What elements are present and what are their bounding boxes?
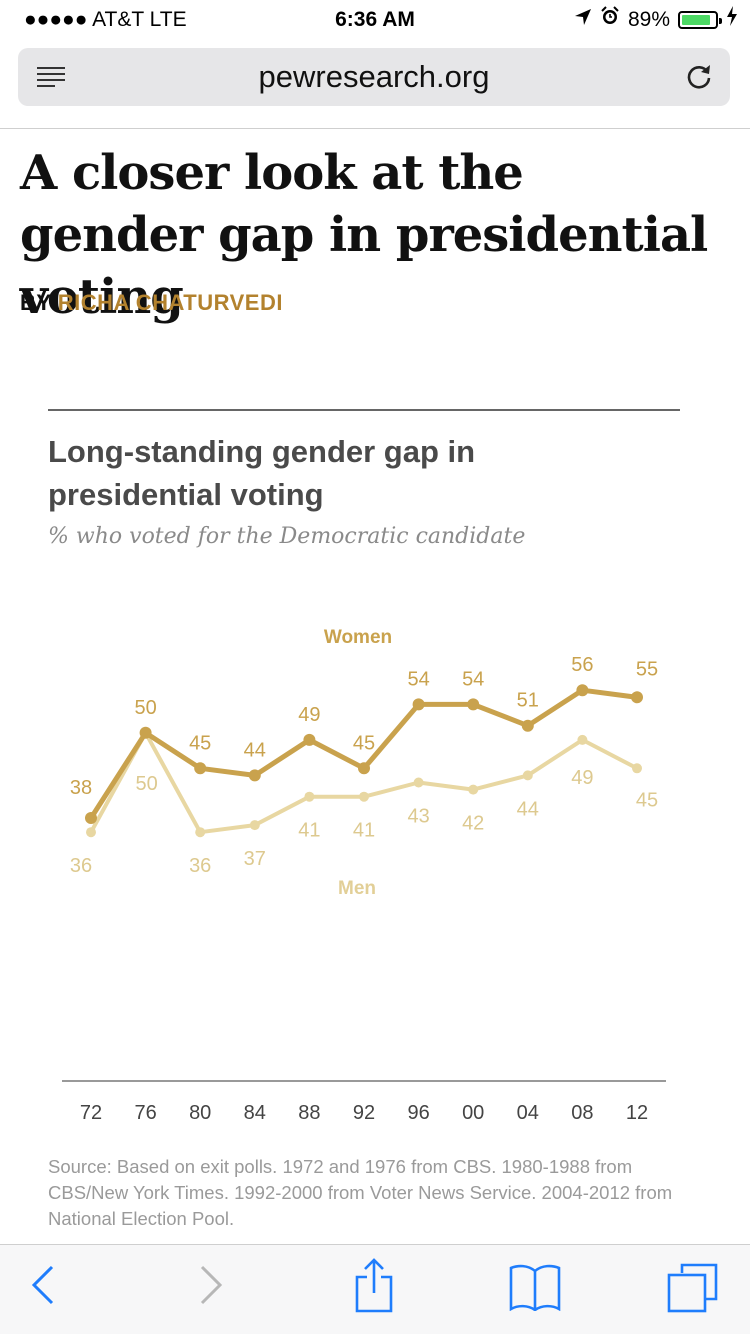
data-label-women: 55 bbox=[636, 658, 658, 680]
x-tick-label: 12 bbox=[626, 1102, 648, 1124]
location-arrow-icon bbox=[574, 6, 592, 34]
reader-view-icon[interactable] bbox=[36, 66, 66, 93]
series-label-women: Women bbox=[324, 627, 392, 648]
data-label-men: 44 bbox=[517, 798, 539, 820]
chart-title: Long-standing gender gap in presidential… bbox=[48, 434, 476, 512]
author-link[interactable]: RICHA CHATURVEDI bbox=[57, 290, 283, 315]
data-label-men: 42 bbox=[462, 813, 484, 835]
share-icon[interactable] bbox=[354, 1257, 394, 1318]
battery-level bbox=[682, 15, 710, 25]
data-label-women: 45 bbox=[189, 732, 211, 754]
carrier-signal: ●●●●● AT&T LTE bbox=[24, 8, 187, 31]
x-tick-label: 08 bbox=[571, 1102, 593, 1124]
x-tick-label: 04 bbox=[517, 1102, 539, 1124]
status-bar: ●●●●● AT&T LTE 6:36 AM 89% bbox=[0, 0, 750, 40]
data-label-women: 54 bbox=[407, 668, 429, 690]
x-tick-label: 84 bbox=[244, 1102, 266, 1124]
data-label-men: 37 bbox=[244, 848, 266, 870]
data-point-women bbox=[631, 691, 643, 704]
data-label-women: 44 bbox=[244, 739, 266, 761]
data-label-men: 36 bbox=[70, 855, 92, 877]
data-label-men: 49 bbox=[571, 767, 593, 789]
chart-top-rule bbox=[48, 409, 680, 411]
data-label-men: 41 bbox=[353, 820, 375, 842]
data-label-women: 45 bbox=[353, 732, 375, 754]
status-right: 89% bbox=[574, 6, 738, 34]
charging-bolt-icon bbox=[726, 6, 738, 34]
data-point-women bbox=[358, 762, 370, 775]
x-tick-label: 92 bbox=[353, 1102, 375, 1124]
data-label-women: 49 bbox=[298, 704, 320, 726]
x-tick-label: 76 bbox=[134, 1102, 156, 1124]
battery-percent: 89% bbox=[627, 8, 670, 31]
data-label-men: 36 bbox=[189, 855, 211, 877]
data-point-men bbox=[577, 734, 588, 745]
data-point-women bbox=[467, 698, 480, 711]
x-tick-label: 88 bbox=[298, 1102, 320, 1124]
battery-icon bbox=[678, 11, 722, 29]
data-point-men bbox=[195, 827, 206, 838]
data-point-women bbox=[139, 726, 152, 739]
data-label-women: 54 bbox=[462, 668, 484, 690]
x-tick-label: 72 bbox=[80, 1102, 102, 1124]
chart-source-note: Source: Based on exit polls. 1972 and 19… bbox=[48, 1156, 673, 1229]
data-label-women: 50 bbox=[134, 697, 156, 719]
data-point-women bbox=[521, 719, 534, 732]
bottom-toolbar bbox=[0, 1244, 750, 1334]
data-point-men bbox=[632, 763, 642, 774]
article-headline: A closer look at the gender gap in presi… bbox=[20, 145, 708, 325]
data-label-women: 56 bbox=[571, 654, 593, 676]
data-point-men bbox=[86, 827, 96, 838]
data-label-men: 50 bbox=[135, 773, 157, 795]
series-label-men: Men bbox=[338, 878, 376, 899]
data-point-men bbox=[468, 784, 479, 795]
back-icon[interactable] bbox=[30, 1263, 56, 1312]
data-point-men bbox=[304, 791, 315, 802]
data-point-women bbox=[412, 698, 425, 711]
byline-prefix: BY bbox=[20, 290, 52, 315]
data-point-men bbox=[359, 791, 369, 802]
chart-plot: 72 76 80 84 88 92 96 00 04 08 12 38 50 45 44 49 45 54 54 51… bbox=[62, 627, 666, 1124]
x-tick-label: 00 bbox=[462, 1102, 484, 1124]
reload-icon[interactable] bbox=[684, 62, 714, 97]
data-label-men: 41 bbox=[298, 820, 320, 842]
data-label-men: 43 bbox=[407, 806, 429, 828]
status-time: 6:36 AM bbox=[335, 8, 415, 31]
data-point-men bbox=[249, 820, 260, 831]
data-point-women bbox=[576, 684, 589, 697]
x-tick-label: 96 bbox=[407, 1102, 429, 1124]
data-point-men bbox=[413, 777, 424, 788]
address-bar[interactable]: pewresearch.org bbox=[18, 48, 730, 106]
data-point-women bbox=[248, 769, 261, 782]
data-point-women bbox=[303, 733, 316, 746]
data-point-women bbox=[194, 762, 207, 775]
forward-icon[interactable] bbox=[198, 1263, 224, 1312]
data-label-women: 51 bbox=[517, 690, 539, 712]
bookmarks-icon[interactable] bbox=[508, 1263, 562, 1316]
alarm-clock-icon bbox=[600, 6, 620, 34]
tabs-icon[interactable] bbox=[666, 1261, 720, 1320]
data-label-men: 45 bbox=[636, 789, 658, 811]
toolbar-divider bbox=[0, 128, 750, 129]
data-point-women bbox=[85, 812, 97, 824]
chart-subtitle: % who voted for the Democratic candidate bbox=[48, 524, 526, 549]
x-tick-label: 80 bbox=[189, 1102, 211, 1124]
data-label-women: 38 bbox=[70, 777, 92, 799]
url-text[interactable]: pewresearch.org bbox=[258, 59, 490, 94]
data-point-men bbox=[522, 770, 533, 781]
byline: BY RICHA CHATURVEDI bbox=[20, 290, 283, 316]
